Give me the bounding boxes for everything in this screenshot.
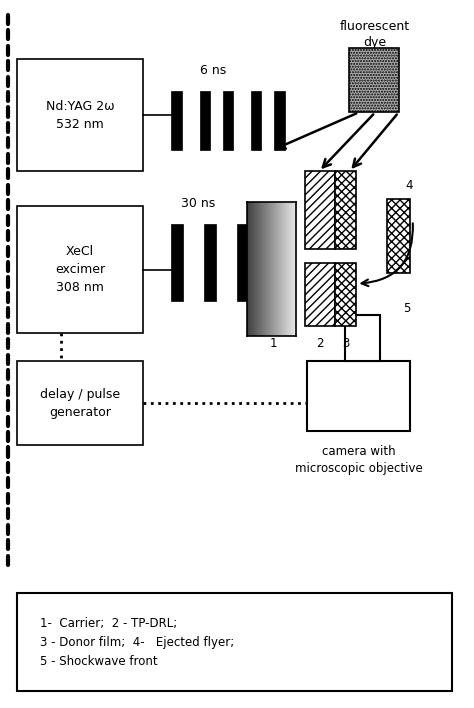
Text: 1-  Carrier;  2 - TP-DRL;
3 - Donor film;  4-   Ejected flyer;
5 - Shockwave fro: 1- Carrier; 2 - TP-DRL; 3 - Donor film; …	[40, 617, 235, 668]
Bar	[223, 91, 233, 150]
Text: 2: 2	[317, 337, 324, 350]
Bar	[17, 207, 143, 333]
Bar	[307, 361, 410, 431]
Bar	[17, 361, 143, 445]
Text: camera with
microscopic objective: camera with microscopic objective	[295, 445, 423, 475]
Text: 1: 1	[270, 337, 277, 350]
Bar	[172, 91, 182, 150]
Bar	[204, 224, 216, 302]
Text: Nd:YAG 2ω
532 nm: Nd:YAG 2ω 532 nm	[46, 100, 114, 131]
Bar	[305, 171, 336, 249]
Bar	[336, 263, 356, 326]
Bar	[17, 593, 453, 691]
Bar	[345, 315, 380, 361]
Bar	[336, 171, 356, 249]
Bar	[237, 224, 249, 302]
Bar	[251, 91, 261, 150]
Bar	[200, 91, 210, 150]
Bar	[349, 48, 399, 112]
Text: 3: 3	[342, 337, 350, 350]
Text: 5: 5	[403, 302, 410, 315]
Text: delay / pulse
generator: delay / pulse generator	[40, 388, 120, 418]
Bar	[305, 263, 336, 326]
Bar	[17, 59, 143, 171]
Text: XeCl
excimer
308 nm: XeCl excimer 308 nm	[55, 245, 105, 295]
Bar	[172, 224, 183, 302]
Text: fluorescent
dye: fluorescent dye	[340, 21, 410, 50]
Text: 4: 4	[406, 179, 413, 193]
Text: 30 ns: 30 ns	[181, 197, 215, 210]
Text: 6 ns: 6 ns	[200, 64, 226, 76]
Bar	[274, 91, 285, 150]
Bar	[387, 200, 410, 273]
